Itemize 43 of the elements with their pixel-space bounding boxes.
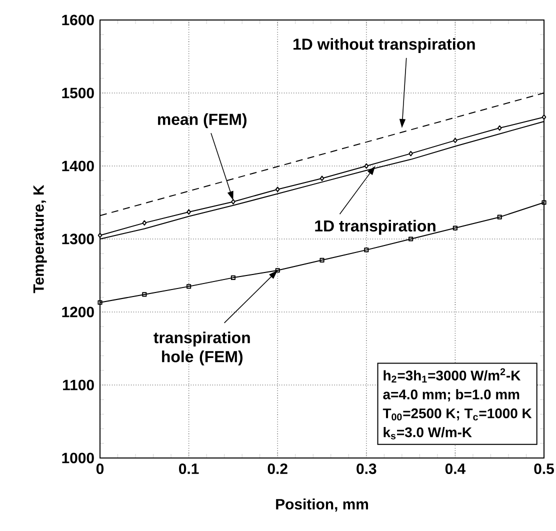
y-tick-label: 1100 xyxy=(63,380,94,390)
y-tick-label: 1600 xyxy=(62,14,94,26)
point xyxy=(497,214,502,220)
point xyxy=(275,268,280,273)
x-tick-label: 0 xyxy=(96,463,104,474)
point xyxy=(320,258,324,262)
point xyxy=(408,236,414,242)
point xyxy=(364,163,369,169)
x-tick-label: 0.5 xyxy=(534,463,554,474)
point xyxy=(452,226,458,230)
x-tick-label: 0.2 xyxy=(268,463,288,474)
point xyxy=(231,199,236,204)
point xyxy=(230,275,236,280)
annotation: 1D transpiration xyxy=(315,220,436,235)
annotation: transpiration hole (FEM) xyxy=(154,332,250,366)
x-tick-label: 0.1 xyxy=(179,463,199,474)
point xyxy=(320,176,324,182)
y-axis-title: Temperature, K xyxy=(33,184,47,294)
point xyxy=(408,150,413,156)
point xyxy=(186,284,192,289)
annotation: a=4.0 mm; b=1.0 mm xyxy=(383,389,520,402)
annotation: 1D without transpiration xyxy=(294,38,475,53)
annotation: k$_{s}$=3.0 W/m-K xyxy=(384,426,472,440)
point xyxy=(497,125,502,131)
y-tick-label: 1200 xyxy=(62,306,94,318)
x-tick-label: 0.4 xyxy=(445,463,466,474)
annotation: mean (FEM) xyxy=(158,113,246,128)
y-tick-label: 1300 xyxy=(62,234,94,244)
annotation: h$_{2}$=3h$_{1}$=3000 W/m$^{2}$-K xyxy=(384,368,521,382)
point xyxy=(364,248,369,252)
annotation: T$_{00}$=2500 K; T$_{c}$=1000 K xyxy=(382,408,532,420)
point xyxy=(142,220,147,226)
x-axis-title: Position, mm xyxy=(276,498,368,512)
point xyxy=(453,138,458,144)
x-tick-label: 0.3 xyxy=(356,463,376,474)
point xyxy=(186,209,191,215)
point xyxy=(275,186,280,192)
point xyxy=(98,232,102,238)
y-tick-label: 1500 xyxy=(62,88,94,98)
point xyxy=(142,292,147,297)
point xyxy=(542,114,546,120)
y-tick-label: 1000 xyxy=(62,452,94,464)
y-tick-label: 1400 xyxy=(62,160,94,172)
